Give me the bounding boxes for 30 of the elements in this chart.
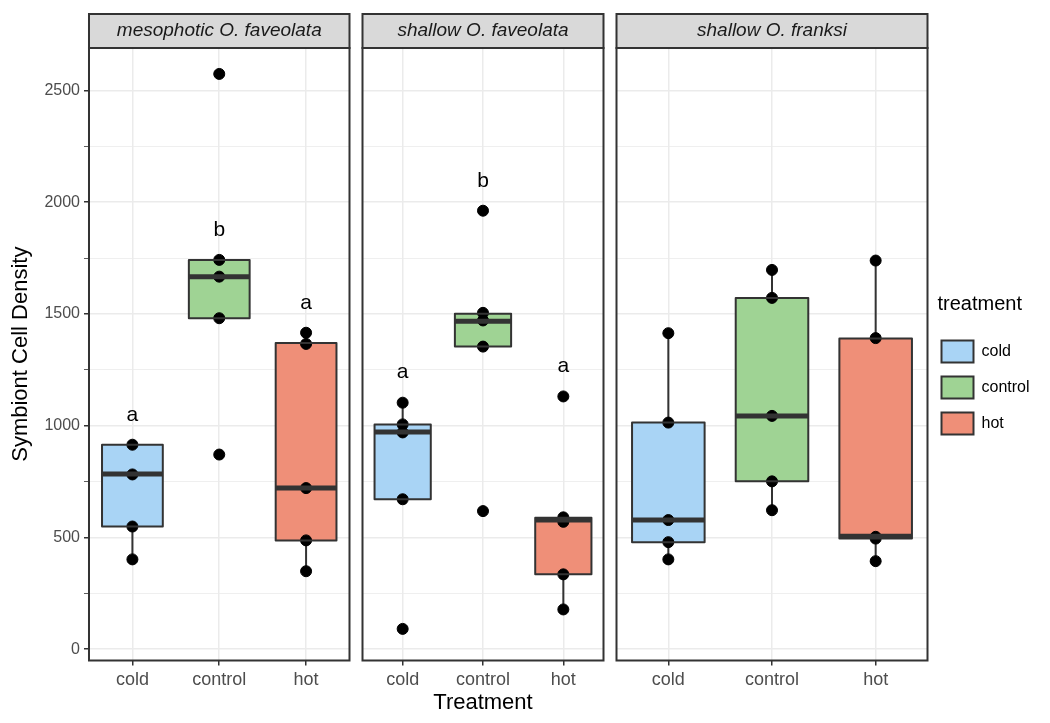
- legend-title: treatment: [937, 292, 1023, 315]
- y-tick-label: 1000: [44, 416, 81, 434]
- x-tick-label: cold: [386, 669, 420, 690]
- y-tick-label: 2500: [44, 80, 81, 98]
- annotation: b: [213, 216, 226, 240]
- chart-title: mesophotic O. faveolata: [116, 19, 322, 41]
- x-tick-label: cold: [651, 669, 685, 690]
- x-tick-label: hot: [863, 669, 889, 690]
- y-tick-label: 1500: [44, 304, 81, 322]
- x-tick-label: control: [455, 669, 511, 690]
- x-axis-title: Treatment: [432, 689, 534, 715]
- y-tick-label: 500: [53, 527, 81, 545]
- x-tick-label: control: [192, 669, 247, 690]
- annotation: a: [557, 353, 570, 377]
- annotation: a: [300, 289, 313, 313]
- annotation: a: [126, 401, 139, 425]
- y-axis-title: Symbiont Cell Density: [7, 246, 33, 462]
- x-tick-label: control: [744, 669, 800, 690]
- legend-label: control: [981, 377, 1030, 395]
- x-tick-label: cold: [115, 669, 149, 690]
- chart-title: shallow O. faveolata: [397, 19, 569, 41]
- annotation: b: [477, 167, 489, 191]
- y-tick-label: 2000: [44, 192, 81, 210]
- legend-label: hot: [981, 413, 1005, 431]
- chart-title: shallow O. franksi: [697, 19, 848, 41]
- annotation: a: [396, 359, 409, 383]
- x-tick-label: hot: [550, 669, 576, 690]
- legend-label: cold: [981, 341, 1011, 359]
- y-tick-label: 0: [71, 639, 81, 657]
- x-tick-label: hot: [293, 669, 319, 690]
